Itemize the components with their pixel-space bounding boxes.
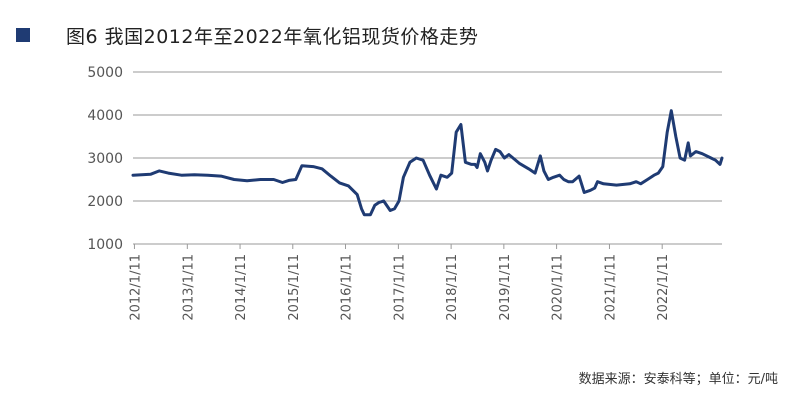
chart-title: 图6 我国2012年至2022年氧化铝现货价格走势 (66, 25, 479, 48)
series-layer (131, 109, 724, 217)
y-tick-label-3000: 3000 (87, 151, 123, 167)
x-tick-label-9: 2021/1/11 (603, 254, 618, 321)
x-tick-label-6: 2018/1/11 (445, 254, 460, 321)
x-tick-label-3: 2015/1/11 (287, 254, 302, 321)
y-axis-tick-labels: 1000 2000 3000 4000 5000 (87, 65, 123, 253)
data-source-note: 数据来源：安泰科等；单位：元/吨 (578, 372, 778, 387)
y-tick-label-4000: 4000 (87, 108, 123, 124)
title-marker-square (16, 28, 30, 42)
grid-lines (133, 71, 722, 245)
price-series-line-0 (131, 109, 724, 217)
x-tick-label-2: 2014/1/11 (234, 254, 249, 321)
x-tick-label-0: 2012/1/11 (128, 254, 143, 321)
y-tick-label-5000: 5000 (87, 65, 123, 81)
x-tick-label-1: 2013/1/11 (181, 254, 196, 321)
x-tick-label-8: 2020/1/11 (551, 254, 566, 321)
y-tick-label-2000: 2000 (87, 194, 123, 210)
x-tick-label-10: 2022/1/11 (656, 254, 671, 321)
x-tick-label-4: 2016/1/11 (340, 254, 355, 321)
x-tick-label-5: 2017/1/11 (392, 254, 407, 321)
chart-title-row: 图6 我国2012年至2022年氧化铝现货价格走势 (0, 18, 478, 52)
y-tick-label-1000: 1000 (87, 237, 123, 253)
x-tick-label-7: 2019/1/11 (498, 254, 513, 321)
x-axis-tick-labels: 2012/1/11 2013/1/11 2014/1/11 2015/1/11 2016… (128, 244, 671, 321)
